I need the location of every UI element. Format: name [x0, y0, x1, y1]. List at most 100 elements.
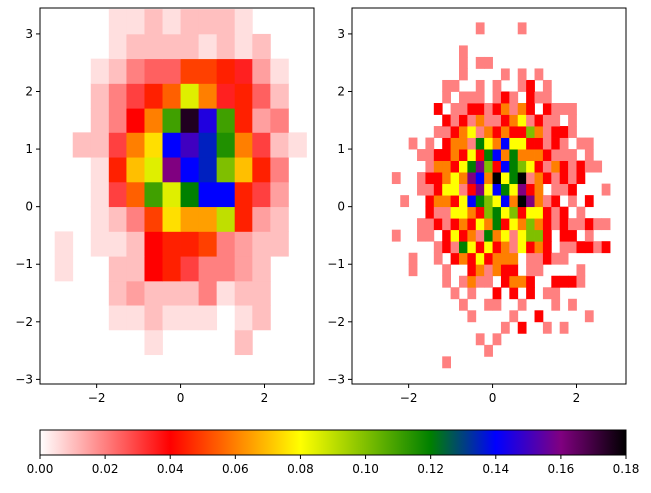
heatmap-cell	[484, 195, 493, 208]
heatmap-cell	[180, 132, 200, 158]
heatmap-cell	[252, 83, 271, 109]
heatmap-cell	[559, 160, 569, 173]
heatmap-cells	[391, 22, 611, 369]
heatmap-cell	[526, 241, 535, 254]
heatmap-cell	[433, 241, 443, 254]
heatmap-cell	[126, 280, 145, 306]
heatmap-cell	[442, 264, 451, 277]
heatmap-cell	[568, 172, 577, 185]
heatmap-cell	[559, 252, 569, 265]
heatmap-cell	[144, 329, 163, 356]
heatmap-cell	[450, 137, 460, 150]
heatmap-cell	[442, 275, 451, 288]
heatmap-cell	[180, 58, 200, 84]
heatmap-cell	[216, 83, 236, 109]
heatmap-cell	[534, 137, 544, 150]
heatmap-cell	[534, 264, 544, 277]
heatmap-cell	[126, 305, 145, 331]
heatmap-cell	[492, 241, 502, 254]
heatmap-cell	[568, 241, 577, 254]
heatmap-cell	[252, 280, 271, 306]
heatmap-cell	[500, 183, 510, 196]
heatmap-cell	[509, 229, 519, 242]
heatmap-cells	[54, 9, 307, 356]
heatmap-cell	[234, 132, 253, 158]
heatmap-cell	[252, 58, 271, 84]
heatmap-cell	[252, 181, 271, 208]
heatmap-cell	[216, 33, 236, 60]
heatmap-cell	[517, 206, 527, 219]
heatmap-cell	[542, 206, 552, 219]
heatmap-cell	[517, 229, 527, 242]
heatmap-cell	[216, 108, 236, 133]
heatmap-cell	[568, 275, 577, 288]
heatmap-cell	[484, 56, 493, 69]
heatmap-cell	[198, 9, 218, 35]
heatmap-cell	[568, 218, 577, 231]
heatmap-cell	[126, 33, 145, 60]
x-tick-label: 0	[489, 391, 497, 405]
heatmap-cell	[467, 137, 477, 150]
heatmap-cell	[576, 206, 586, 219]
heatmap-cell	[542, 126, 552, 138]
heatmap-cell	[492, 114, 502, 127]
heatmap-cell	[509, 310, 519, 323]
heatmap-cell	[500, 160, 510, 173]
heatmap-cell	[442, 229, 451, 242]
heatmap-cell	[144, 231, 163, 257]
heatmap-cell	[467, 206, 477, 219]
heatmap-cell	[270, 108, 289, 133]
heatmap-cell	[475, 137, 485, 150]
heatmap-cell	[492, 91, 502, 104]
heatmap-cell	[433, 183, 443, 196]
heatmap-cell	[450, 172, 460, 185]
heatmap-cell	[126, 256, 145, 282]
heatmap-cell	[526, 149, 535, 161]
heatmap-cell	[492, 264, 502, 277]
heatmap-cell	[584, 137, 594, 150]
heatmap-cell	[216, 280, 236, 306]
heatmap-cell	[270, 181, 289, 208]
heatmap-cell	[442, 137, 451, 150]
heatmap-cell	[559, 172, 569, 185]
heatmap-cell	[584, 149, 594, 161]
heatmap-cell	[517, 137, 527, 150]
heatmap-cell	[459, 229, 468, 242]
heatmap-cell	[126, 58, 145, 84]
heatmap-cell	[450, 183, 460, 196]
heatmap-cell	[559, 218, 569, 231]
heatmap-cell	[500, 91, 510, 104]
heatmap-cell	[216, 206, 236, 232]
heatmap-cell	[144, 132, 163, 158]
y-tick-label: 0	[337, 200, 345, 214]
y-tick-label: 3	[337, 27, 345, 41]
heatmap-cell	[517, 241, 527, 254]
heatmap-cell	[442, 91, 451, 104]
heatmap-cell	[459, 206, 468, 219]
heatmap-cell	[500, 68, 510, 81]
heatmap-cell	[425, 206, 435, 219]
heatmap-cell	[433, 252, 443, 265]
heatmap-cell	[517, 183, 527, 196]
heatmap-cell	[492, 149, 502, 161]
heatmap-cell	[551, 287, 561, 300]
heatmap-cell	[509, 264, 519, 277]
heatmap-cell	[500, 241, 510, 254]
heatmap-cell	[162, 58, 181, 84]
heatmap-cell	[417, 183, 426, 196]
heatmap-cell	[252, 305, 271, 331]
heatmap-cell	[551, 103, 561, 115]
heatmap-cell	[509, 149, 519, 161]
heatmap-cell	[475, 126, 485, 138]
colorbar-tick-label: 0.10	[352, 462, 379, 476]
heatmap-cell	[551, 114, 561, 127]
heatmap-cell	[534, 183, 544, 196]
heatmap-cell	[517, 160, 527, 173]
heatmap-cell	[467, 218, 477, 231]
heatmap-cell	[534, 229, 544, 242]
heatmap-cell	[467, 126, 477, 138]
x-tick-label: 2	[261, 391, 269, 405]
colorbar-frame	[39, 429, 627, 456]
heatmap-cell	[526, 252, 535, 265]
heatmap-cell	[517, 114, 527, 127]
